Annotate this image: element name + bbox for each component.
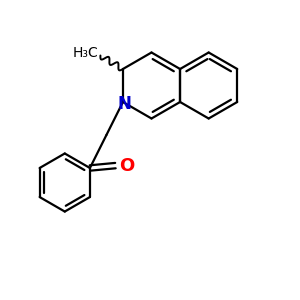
Text: H₃C: H₃C xyxy=(72,46,98,60)
Text: O: O xyxy=(120,157,135,175)
Text: N: N xyxy=(118,95,131,113)
